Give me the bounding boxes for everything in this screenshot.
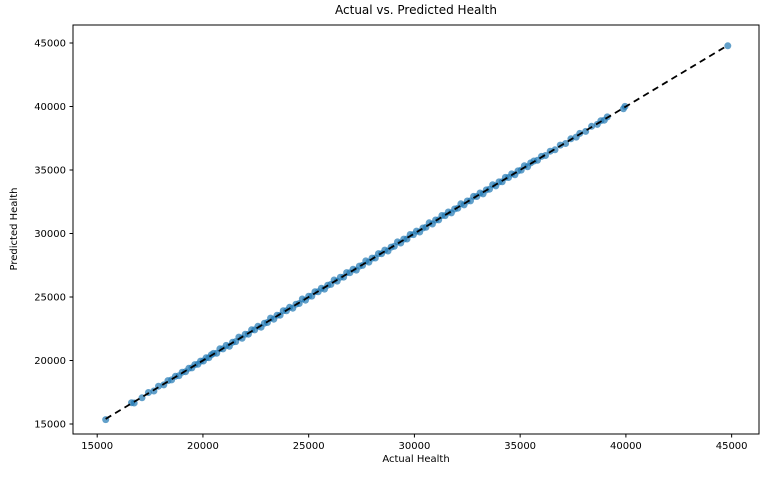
- x-tick-label: 15000: [81, 441, 113, 452]
- scatter-point: [551, 146, 559, 154]
- x-tick-label: 35000: [504, 441, 536, 452]
- x-tick-label: 40000: [610, 441, 642, 452]
- y-tick-label: 20000: [34, 356, 66, 367]
- y-tick-label: 45000: [34, 38, 66, 49]
- scatter-point: [562, 140, 570, 147]
- scatter-point: [724, 42, 732, 50]
- x-tick-label: 30000: [399, 441, 431, 452]
- y-tick-label: 30000: [34, 229, 66, 240]
- y-tick-label: 25000: [34, 293, 66, 304]
- identity-line: [105, 44, 729, 420]
- scatter-point: [542, 152, 549, 159]
- y-tick-label: 35000: [34, 165, 66, 176]
- axes-frame: [72, 24, 760, 435]
- y-tick-label: 40000: [34, 102, 66, 113]
- x-tick-label: 20000: [187, 441, 219, 452]
- chart-title: Actual vs. Predicted Health: [335, 3, 497, 17]
- x-tick-label: 45000: [716, 441, 748, 452]
- x-tick-label: 25000: [293, 441, 325, 452]
- x-axis-label: Actual Health: [382, 454, 450, 465]
- y-tick-label: 15000: [34, 420, 66, 431]
